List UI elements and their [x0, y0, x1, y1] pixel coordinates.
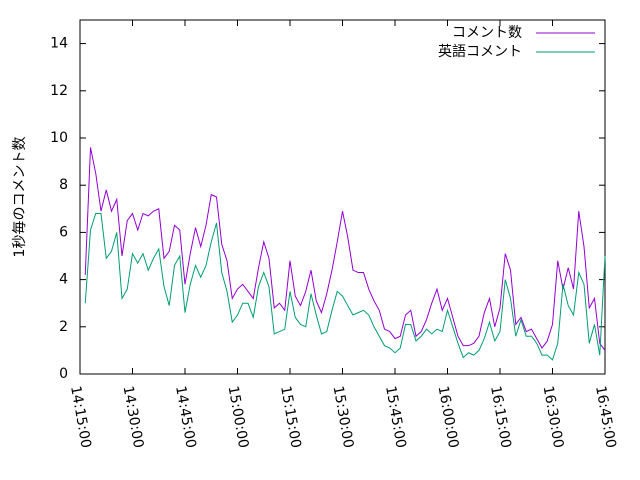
y-tick-label: 0: [59, 366, 68, 382]
x-tick-label: 15:00:00: [225, 385, 252, 450]
legend-label: 英語コメント: [438, 43, 522, 60]
y-axis-label: 1秒毎のコメント数: [12, 137, 28, 258]
x-tick-label: 14:45:00: [172, 385, 199, 450]
x-tick-label: 15:30:00: [330, 385, 357, 450]
y-tick-label: 14: [50, 36, 68, 52]
x-tick-label: 14:15:00: [67, 385, 94, 450]
series-line: [84, 147, 606, 351]
series-line: [84, 213, 606, 361]
x-tick-label: 16:30:00: [540, 385, 567, 450]
y-tick-label: 12: [50, 83, 68, 99]
y-tick-label: 10: [50, 130, 68, 146]
x-tick-label: 15:45:00: [382, 385, 409, 450]
x-tick-label: 15:15:00: [277, 385, 304, 450]
x-tick-label: 16:00:00: [435, 385, 462, 450]
y-tick-label: 6: [59, 224, 68, 240]
y-tick-label: 2: [59, 319, 68, 335]
legend-label: コメント数: [452, 25, 522, 41]
y-tick-label: 4: [59, 272, 68, 288]
x-tick-label: 14:30:00: [120, 385, 147, 450]
plot-border: [79, 19, 606, 375]
x-tick-label: 16:45:00: [592, 385, 619, 450]
y-tick-label: 8: [59, 177, 68, 193]
x-tick-label: 16:15:00: [487, 385, 514, 450]
